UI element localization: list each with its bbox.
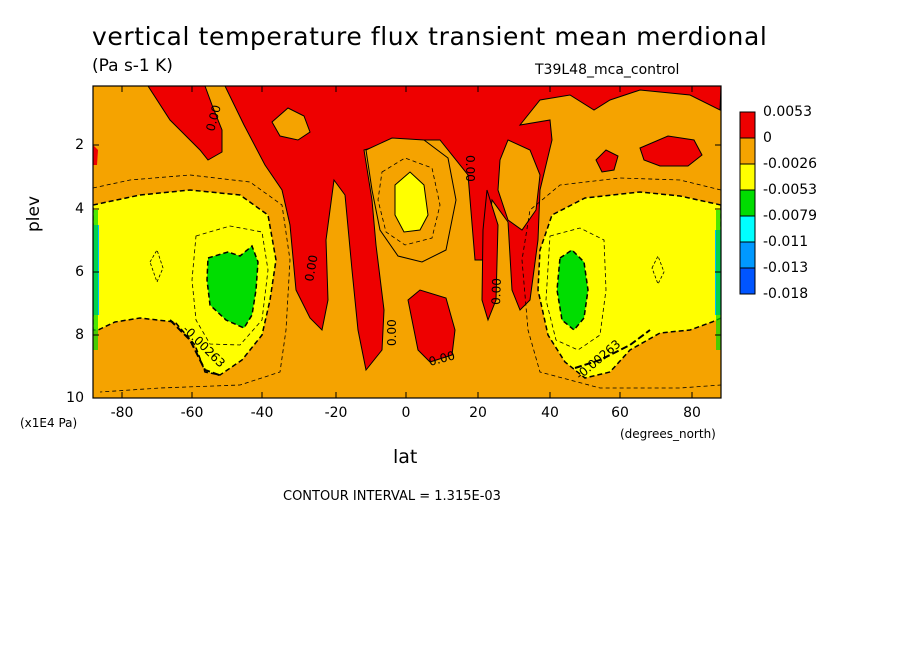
x-axis-units: (degrees_north) (620, 427, 716, 441)
contour-dashed-lower-south (93, 174, 291, 393)
colorbar (739, 111, 756, 295)
fill-orange-island-right (497, 139, 541, 231)
x-tick-label: -20 (324, 405, 348, 421)
contour-label: 0.00 (385, 319, 399, 346)
contour-label: 0.00 (489, 278, 504, 305)
x-tick-label: 0 (401, 405, 411, 421)
contour-dashed-inner-south (191, 225, 269, 346)
contour-interval-note: CONTOUR INTERVAL = 1.315E-03 (283, 489, 501, 504)
fill-red-right-blob (639, 135, 703, 167)
x-tick-label: -40 (250, 405, 274, 421)
contour-thick-north (574, 329, 651, 369)
y-tick-label: 2 (75, 137, 84, 153)
contour-dashed-lower-north (521, 177, 721, 389)
y-axis-label: plev (24, 195, 44, 232)
contour-dashed-diamond-north (651, 255, 665, 285)
x-tick-label: -60 (180, 405, 204, 421)
colorbar-swatch-lightblue (739, 241, 756, 269)
contour-dashed-diamond-south (149, 249, 164, 284)
colorbar-label: 0 (763, 130, 772, 146)
fill-yellow-southern (93, 189, 277, 376)
colorbar-label: -0.0079 (763, 208, 818, 224)
colorbar-swatch-blue (739, 267, 756, 295)
x-tick-label: 80 (683, 405, 701, 421)
x-tick-label: 20 (469, 405, 487, 421)
colorbar-swatch-cyan (739, 215, 756, 243)
x-tick-label: -80 (110, 405, 134, 421)
contour-dashed-equator (377, 157, 441, 246)
fill-red-left-edge (93, 145, 98, 165)
colorbar-label: 0.0053 (763, 104, 812, 120)
y-axis-ticks (93, 144, 721, 336)
colorbar-label: -0.018 (763, 286, 809, 302)
fill-green-right-edge (716, 210, 721, 350)
colorbar-swatch-yellow (739, 163, 756, 191)
chart-units: (Pa s-1 K) (92, 56, 173, 76)
x-axis-ticks (121, 86, 693, 398)
colorbar-swatch-red (739, 111, 756, 139)
fill-red-right-small (595, 149, 619, 173)
fill-red-upper-band (147, 86, 223, 161)
fill-green-southern (206, 244, 259, 329)
y-axis-units: (x1E4 Pa) (20, 416, 78, 430)
y-tick-label: 8 (75, 327, 84, 343)
colorbar-swatch-green (739, 189, 756, 217)
chart-title: vertical temperature flux transient mean… (92, 22, 768, 51)
y-tick-label: 6 (75, 264, 84, 280)
contour-label: 0.00 (463, 155, 477, 182)
fill-orange-island-left (271, 107, 311, 141)
x-tick-label: 40 (541, 405, 559, 421)
contour-thick-south (169, 319, 223, 377)
x-tick-label: 60 (611, 405, 629, 421)
contour-label: 0.00 (427, 348, 456, 368)
plot-fill (93, 86, 721, 398)
fill-green-northern (556, 249, 589, 332)
y-tick-label: 10 (66, 390, 84, 406)
colorbar-label: -0.013 (763, 260, 809, 276)
contour-label: 0.00 (302, 254, 320, 283)
contour-label: 0.00 (203, 103, 223, 132)
plot-frame (92, 85, 722, 399)
fill-green-left-edge (93, 210, 98, 350)
colorbar-label: -0.0053 (763, 182, 818, 198)
fill-red-right-drip (481, 189, 499, 322)
contour-dashed-inner-north (545, 227, 607, 351)
fill-red-central-column (224, 86, 721, 372)
colorbar-label: -0.011 (763, 234, 809, 250)
run-name: T39L48_mca_control (535, 62, 680, 78)
fill-red-left-drip (407, 289, 456, 363)
fill-yellow-equator (394, 171, 429, 233)
y-tick-label: 4 (75, 201, 84, 217)
colorbar-label: -0.0026 (763, 156, 818, 172)
colorbar-swatch-orange (739, 137, 756, 165)
x-axis-label: lat (393, 446, 418, 468)
fill-yellow-northern (537, 191, 721, 379)
